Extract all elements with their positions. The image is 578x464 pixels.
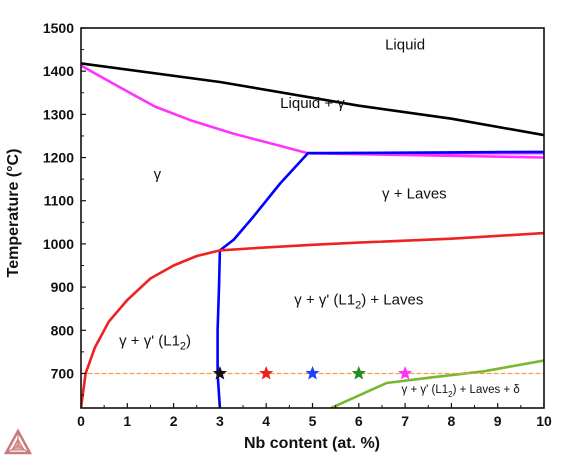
star-marker (351, 366, 366, 380)
star-marker (305, 366, 320, 380)
phase-boundary-line-7 (329, 359, 544, 408)
phase-boundary-line-5 (216, 151, 310, 408)
x-axis-label: Nb content (at. %) (244, 435, 380, 452)
y-tick-label: 1500 (43, 20, 74, 36)
phase-boundary-line-4 (306, 150, 544, 155)
phase-boundary-line-1 (81, 62, 544, 137)
region-label-gamma-l12-laves-delta: γ + γ' (L12) + Laves + δ (402, 384, 520, 399)
x-tick-label: 9 (494, 413, 502, 429)
x-tick-label: 1 (123, 413, 131, 429)
plot-area (81, 62, 544, 408)
region-label-gamma-l12-laves: γ + γ' (L12) + Laves (294, 291, 423, 311)
region-label-liquid-gamma: Liquid + γ (280, 95, 345, 112)
axes: 0 1 2 3 4 5 6 7 8 9 10 700 800 900 1000 1100 1200 1300 140… (43, 20, 552, 429)
region-label-liquid: Liquid (385, 37, 425, 54)
thermo-calc-logo (3, 428, 33, 455)
star-marker (212, 366, 227, 380)
phase-boundary-line-6 (81, 231, 544, 408)
x-tick-label: 0 (77, 413, 85, 429)
y-tick-label: 1100 (44, 193, 75, 209)
y-tick-label: 900 (51, 279, 75, 295)
plot-frame (80, 27, 545, 409)
region-label-gamma-l12: γ + γ' (L12) (119, 332, 191, 352)
region-labels: Liquid Liquid + γ γ γ + Laves γ + γ' (L12) +… (119, 37, 520, 399)
y-tick-label: 1300 (43, 106, 74, 122)
x-tick-label: 3 (216, 413, 224, 429)
x-tick-label: 6 (355, 413, 363, 429)
x-tick-label: 4 (262, 413, 270, 429)
y-tick-label: 1400 (43, 63, 74, 79)
y-tick-label: 700 (51, 365, 75, 381)
star-marker (398, 366, 413, 380)
x-tick-label: 8 (448, 413, 456, 429)
x-tick-label: 5 (309, 413, 317, 429)
region-label-gamma: γ (154, 166, 162, 183)
x-tick-label: 7 (401, 413, 409, 429)
star-marker (259, 366, 274, 380)
region-label-gamma-laves: γ + Laves (382, 186, 447, 203)
x-tick-label: 2 (170, 413, 178, 429)
x-tick-label: 10 (536, 413, 552, 429)
y-tick-label: 1200 (43, 150, 74, 166)
y-axis-label: Temperature (°C) (5, 149, 22, 278)
y-tick-label: 1000 (43, 236, 74, 252)
y-tick-label: 800 (51, 322, 75, 338)
